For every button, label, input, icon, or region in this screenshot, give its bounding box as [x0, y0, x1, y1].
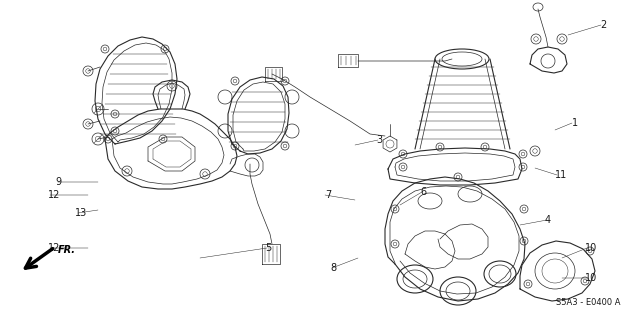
Text: 6: 6 — [420, 187, 426, 197]
Text: 11: 11 — [555, 170, 567, 180]
Text: 9: 9 — [55, 177, 61, 187]
Text: 12: 12 — [48, 243, 60, 253]
Text: 10: 10 — [585, 273, 597, 283]
Text: 10: 10 — [585, 243, 597, 253]
Text: 1: 1 — [572, 118, 578, 128]
Text: 12: 12 — [48, 190, 60, 200]
Text: 13: 13 — [75, 208, 87, 218]
Text: 2: 2 — [600, 20, 606, 30]
Text: 3: 3 — [376, 135, 382, 145]
Text: FR.: FR. — [58, 245, 76, 255]
Text: 5: 5 — [265, 243, 271, 253]
Text: 7: 7 — [325, 190, 332, 200]
Text: S5A3 - E0400 A: S5A3 - E0400 A — [556, 298, 620, 307]
Text: 8: 8 — [330, 263, 336, 273]
Text: 4: 4 — [545, 215, 551, 225]
